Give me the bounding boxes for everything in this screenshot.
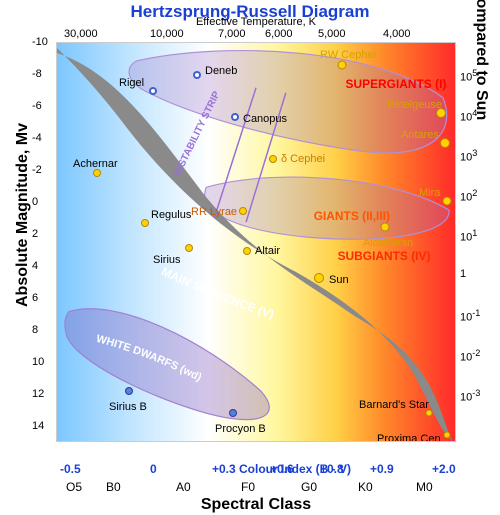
axis-tick: 30,000 [64, 28, 98, 40]
axis-tick: G0 [301, 480, 317, 494]
star-label: Mira [419, 187, 440, 199]
star-procyon-b [229, 409, 237, 417]
axis-tick: O5 [66, 480, 82, 494]
star-label: Rigel [119, 77, 144, 89]
plot-area: MAIN SEQUENCE (V)WHITE DWARFS (wd)INSTAB… [56, 42, 456, 442]
star-label: Achernar [73, 158, 118, 170]
star-label: δ Cephei [281, 153, 325, 165]
axis-tick: +2.0 [432, 462, 456, 476]
axis-tick: 10 [32, 356, 44, 368]
star-label: Canopus [243, 113, 287, 125]
axis-tick: B0 [106, 480, 121, 494]
axis-tick-right: 105 [460, 68, 477, 84]
star-label: Sirius B [109, 401, 147, 413]
star-label: Barnard's Star [359, 399, 429, 411]
star-achernar [93, 169, 101, 177]
star-label: Regulus [151, 209, 191, 221]
star-mira [443, 197, 452, 206]
star-label: RW Cephei [320, 49, 376, 61]
axis-tick: +0.9 [370, 462, 394, 476]
svg-text:SUBGIANTS (IV): SUBGIANTS (IV) [338, 249, 431, 263]
axis-tick: +0.8 [320, 462, 344, 476]
axis-tick: 10,000 [150, 28, 184, 40]
axis-tick: -6 [32, 100, 42, 112]
star-rr-lyrae [239, 207, 247, 215]
star-label: Antares [401, 129, 439, 141]
star-canopus [231, 113, 239, 121]
axis-tick: M0 [416, 480, 433, 494]
svg-text:SUPERGIANTS (I): SUPERGIANTS (I) [346, 77, 447, 91]
axis-tick: 0 [150, 462, 157, 476]
axis-tick-right: 101 [460, 228, 477, 244]
axis-tick: 2 [32, 228, 38, 240]
star-regulus [141, 219, 149, 227]
axis-left-title: Absolute Magnitude, Mv [14, 90, 32, 340]
axis-tick: F0 [241, 480, 255, 494]
axis-tick: 5,000 [318, 28, 346, 40]
axis-tick: A0 [176, 480, 191, 494]
axis-tick: 0 [32, 196, 38, 208]
axis-tick-right: 10-2 [460, 348, 480, 364]
star-label: Sirius [153, 254, 181, 266]
axis-tick-right: 10-1 [460, 308, 480, 324]
star-sirius [185, 244, 193, 252]
axis-tick: 12 [32, 388, 44, 400]
axis-tick: -2 [32, 164, 42, 176]
axis-tick: 6,000 [265, 28, 293, 40]
star-altair [243, 247, 251, 255]
axis-tick: 4 [32, 260, 38, 272]
star-sirius-b [125, 387, 133, 395]
axis-tick: -10 [32, 36, 48, 48]
axis-tick-right: 104 [460, 108, 477, 124]
star-deneb [193, 71, 201, 79]
star-label: Aldebaran [363, 237, 413, 249]
star-rigel [149, 87, 157, 95]
star-label: Proxima Cen [377, 433, 441, 442]
axis-tick-right: 103 [460, 148, 477, 164]
axis-tick: -0.5 [60, 462, 81, 476]
star--cephei [269, 155, 277, 163]
axis-tick: K0 [358, 480, 373, 494]
axis-tick: -8 [32, 68, 42, 80]
axis-tick: 14 [32, 420, 44, 432]
star-antares [440, 138, 450, 148]
axis-tick-right: 102 [460, 188, 477, 204]
star-label: Procyon B [215, 423, 266, 435]
axis-tick-right: 1 [460, 268, 466, 280]
hr-diagram: Hertzsprung-Russell Diagram Effective Te… [0, 0, 500, 515]
axis-tick: +0.6 [270, 462, 294, 476]
star-label: Deneb [205, 65, 237, 77]
axis-tick: -4 [32, 132, 42, 144]
axis-tick-right: 10-3 [460, 388, 480, 404]
star-sun [314, 273, 324, 283]
axis-tick: 4,000 [383, 28, 411, 40]
svg-text:GIANTS (II,III): GIANTS (II,III) [314, 209, 390, 223]
axis-tick: 8 [32, 324, 38, 336]
axis-bottom-title: Spectral Class [56, 496, 456, 514]
star-label: Altair [255, 245, 280, 257]
star-aldebaran [381, 223, 390, 232]
axis-tick: 7,000 [218, 28, 246, 40]
axis-tick: 6 [32, 292, 38, 304]
star-label: RR Lyrae [191, 206, 237, 218]
star-rw-cephei [338, 61, 347, 70]
star-label: Sun [329, 274, 349, 286]
star-label: Betelgeuse [387, 99, 442, 111]
star-proxima-cen [444, 432, 451, 439]
axis-top-title: Effective Temperature, K [56, 16, 456, 28]
axis-tick: +0.3 [212, 462, 236, 476]
svg-text:MAIN SEQUENCE (V): MAIN SEQUENCE (V) [159, 264, 276, 322]
